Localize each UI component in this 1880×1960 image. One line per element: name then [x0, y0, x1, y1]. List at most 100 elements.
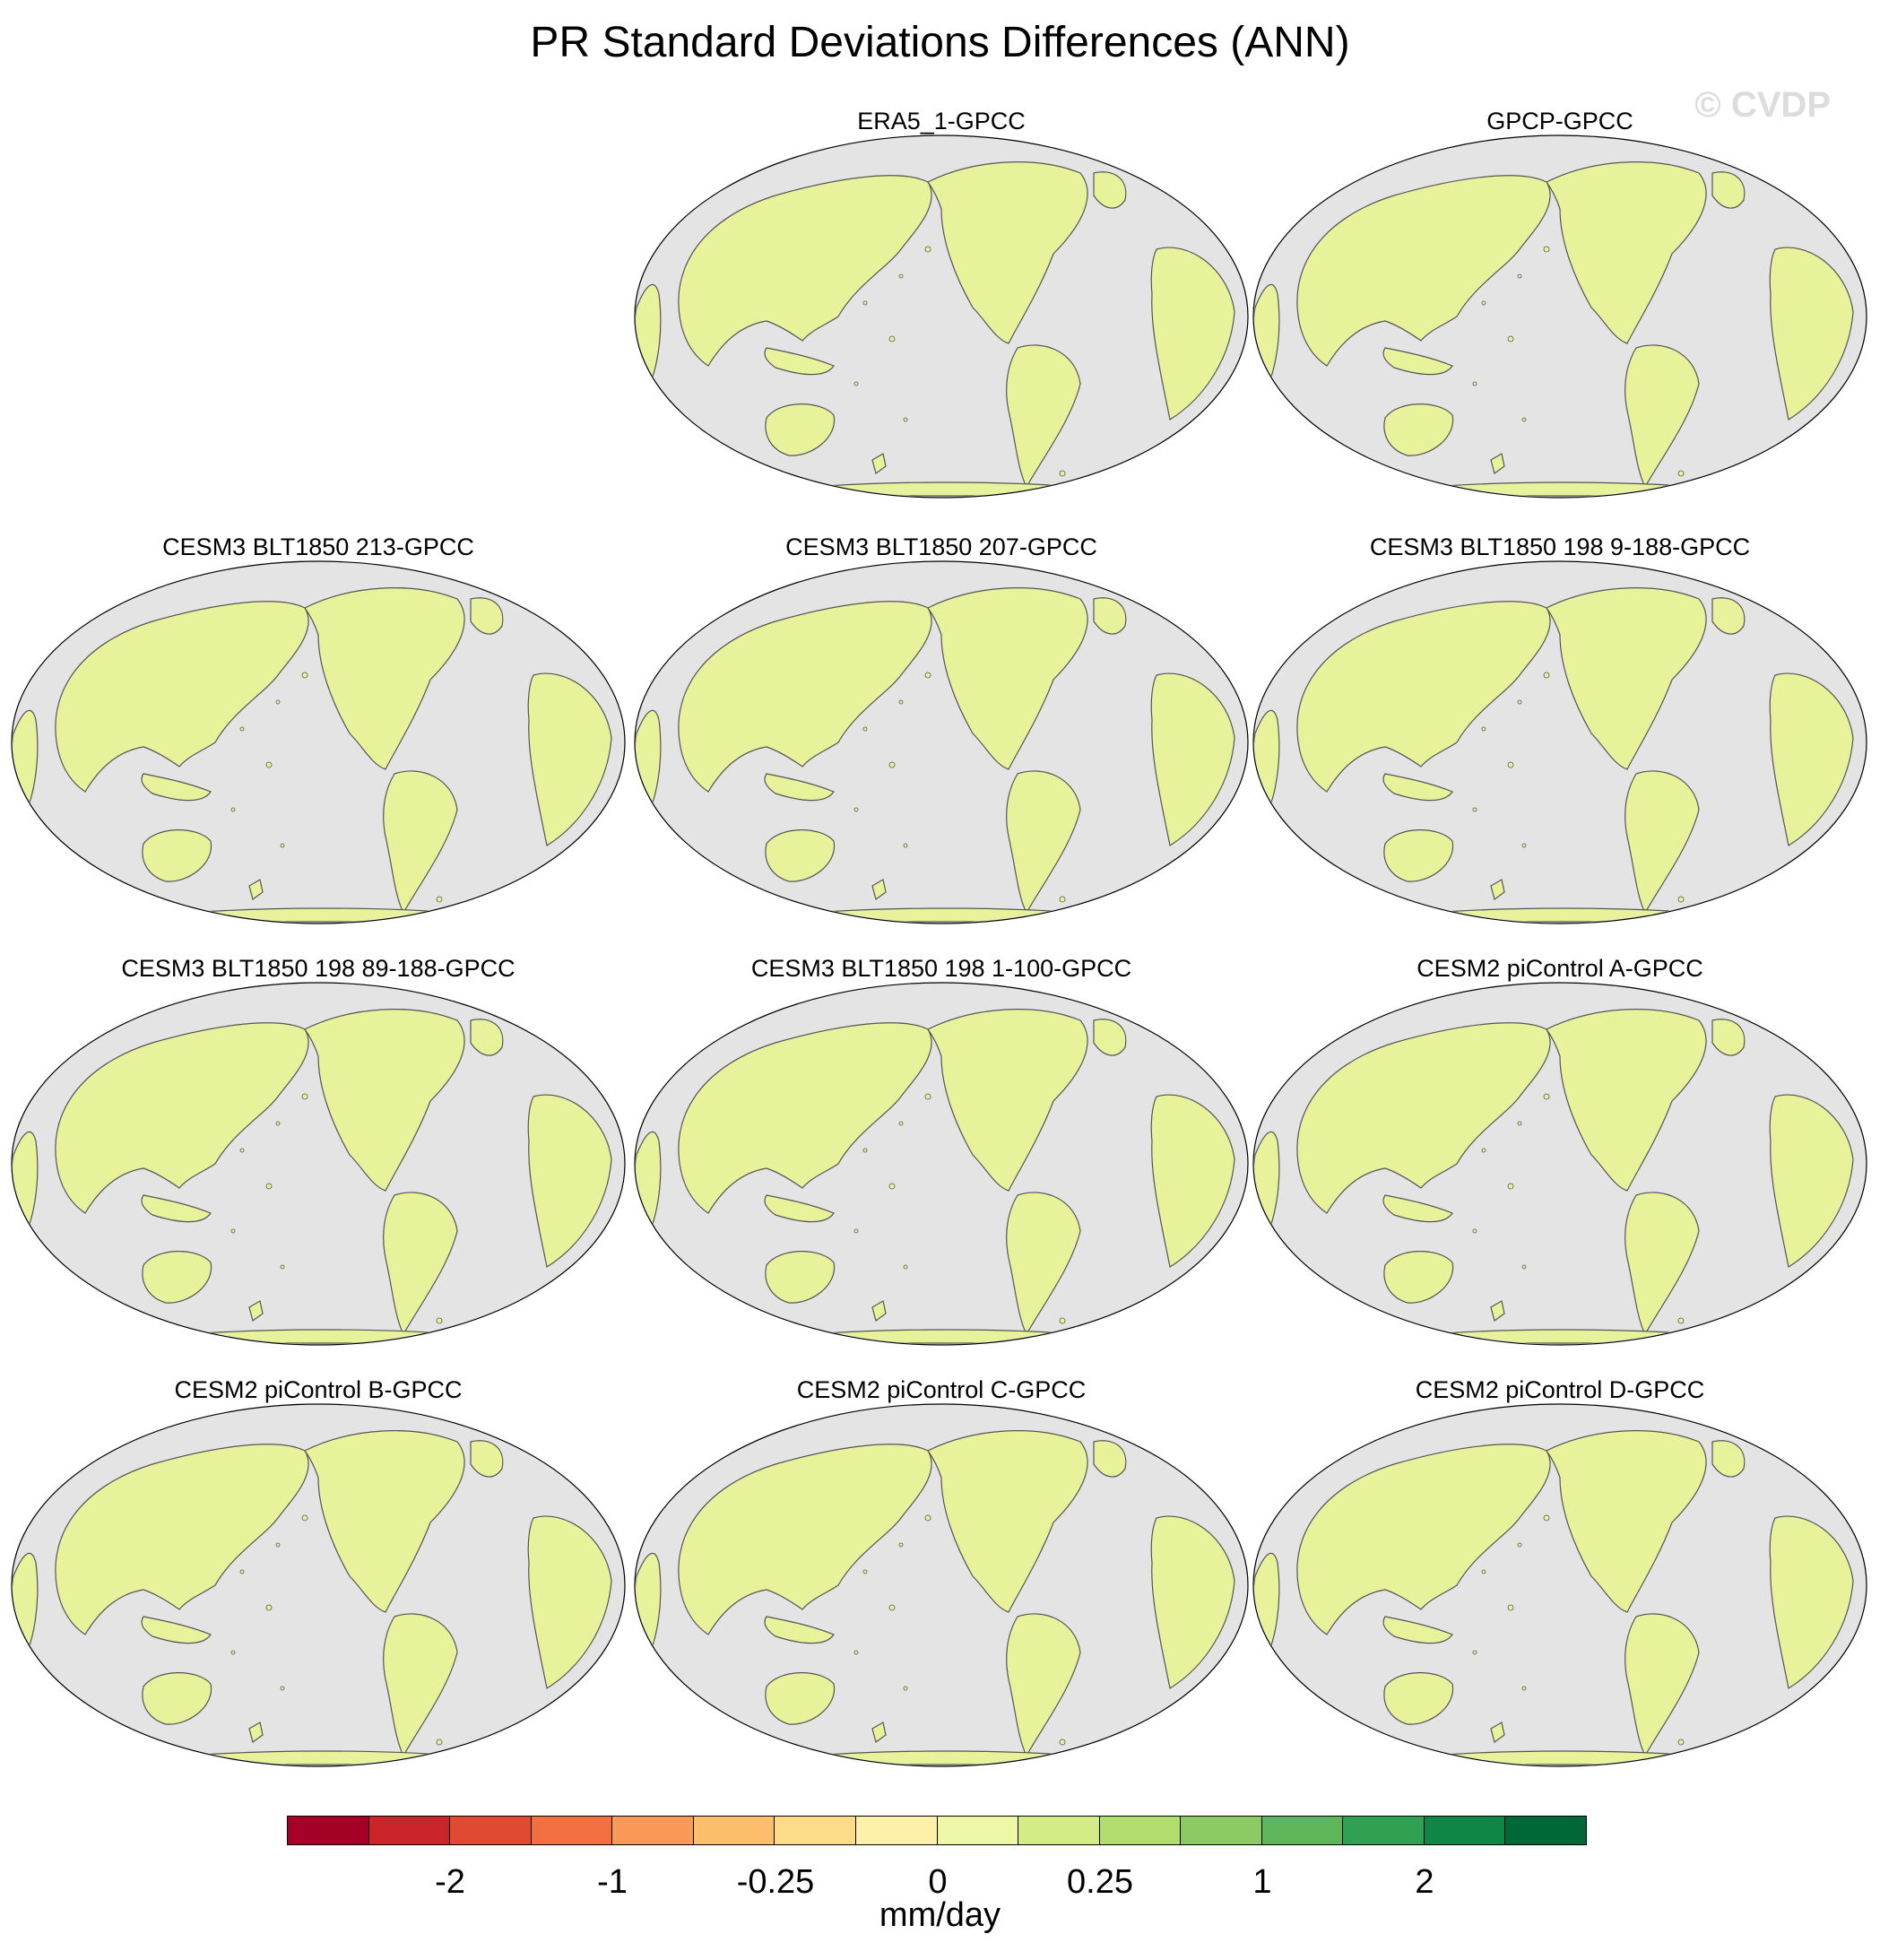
new-zealand-shape: [1490, 453, 1505, 474]
map-panel: CESM2 piControl B-GPCC: [9, 1376, 628, 1771]
colorbar-segment: [1018, 1817, 1100, 1844]
island-shape: [853, 1228, 859, 1234]
colorbar-segment: [693, 1817, 775, 1844]
world-map: [1252, 1403, 1867, 1767]
watermark: © CVDP: [1694, 85, 1831, 125]
antarctica-shape: [739, 481, 1153, 497]
southeast-asia-shape: [1382, 1194, 1453, 1223]
island-shape: [1472, 807, 1477, 812]
eurasia-shape: [1296, 1444, 1551, 1635]
southeast-asia-shape: [1382, 773, 1453, 802]
west-africa-shape: [1150, 1515, 1235, 1689]
island-shape: [898, 699, 904, 705]
island-shape: [1059, 1739, 1066, 1746]
southeast-asia-shape: [764, 347, 835, 376]
australia-shape: [1383, 1251, 1454, 1304]
island-shape: [1517, 1121, 1522, 1126]
island-shape: [265, 1604, 273, 1611]
island-shape: [436, 1739, 443, 1746]
australia-shape: [1383, 829, 1454, 882]
new-zealand-shape: [871, 1300, 887, 1322]
panel-title: CESM2 piControl C-GPCC: [796, 1376, 1087, 1403]
panel-title: CESM2 piControl A-GPCC: [1416, 955, 1703, 982]
antarctica-shape: [1357, 1750, 1772, 1765]
south-america-shape: [1006, 770, 1081, 915]
new-zealand-shape: [1490, 1300, 1505, 1322]
island-shape: [275, 699, 281, 705]
west-africa-shape: [527, 672, 612, 846]
world-map: [1252, 982, 1867, 1346]
west-africa-shape: [1769, 1515, 1854, 1689]
new-zealand-shape: [871, 1722, 887, 1743]
antarctica-shape: [1357, 907, 1772, 923]
colorbar-segment: [937, 1817, 1019, 1844]
colorbar-segment: [1261, 1817, 1344, 1844]
panel-title: CESM2 piControl B-GPCC: [174, 1376, 463, 1403]
island-shape: [280, 1264, 285, 1270]
island-shape: [1677, 896, 1685, 903]
colorbar-segment: [1181, 1817, 1262, 1844]
australia-shape: [765, 403, 836, 456]
southeast-asia-shape: [1382, 347, 1453, 376]
west-africa-shape: [527, 1515, 612, 1689]
south-america-shape: [1624, 1192, 1700, 1336]
panel-title: CESM3 BLT1850 198 9-188-GPCC: [1369, 533, 1751, 560]
australia-shape: [142, 1672, 212, 1725]
panel-title: CESM3 BLT1850 198 89-188-GPCC: [121, 955, 515, 982]
australia-shape: [142, 1251, 212, 1304]
map-panel: ERA5_1-GPCC: [632, 108, 1251, 502]
eurasia-shape: [55, 1022, 309, 1214]
island-shape: [1481, 1148, 1486, 1153]
west-africa-shape: [1150, 672, 1235, 846]
island-shape: [1521, 1686, 1527, 1691]
south-america-shape: [1624, 1613, 1700, 1757]
new-zealand-shape: [248, 1722, 264, 1743]
island-shape: [862, 300, 868, 306]
colorbar-tick-label: -0.25: [736, 1863, 815, 1901]
island-shape: [1507, 1183, 1514, 1190]
figure-title: PR Standard Deviations Differences (ANN): [530, 19, 1350, 66]
map-panel: CESM2 piControl C-GPCC: [632, 1376, 1251, 1771]
colorbar-segment: [1099, 1817, 1182, 1844]
island-shape: [1059, 896, 1066, 903]
southeast-asia-shape: [764, 1194, 835, 1223]
island-shape: [898, 1542, 904, 1548]
antarctica-shape: [116, 1329, 530, 1344]
australia-shape: [765, 829, 836, 882]
island-shape: [1481, 300, 1486, 306]
panel-title: ERA5_1-GPCC: [857, 108, 1026, 134]
eurasia-shape: [55, 601, 309, 793]
north-america-shape: [1546, 1009, 1707, 1192]
island-shape: [862, 726, 868, 732]
island-shape: [1507, 761, 1514, 768]
eurasia-shape: [678, 1022, 932, 1214]
panel-title: CESM3 BLT1850 207-GPCC: [785, 533, 1097, 560]
island-shape: [853, 381, 859, 386]
west-africa-shape: [1769, 247, 1854, 421]
north-america-shape: [927, 1009, 1088, 1192]
greenland-shape: [470, 1440, 504, 1478]
map-panel: CESM2 piControl A-GPCC: [1251, 955, 1869, 1349]
island-shape: [265, 761, 273, 768]
island-shape: [436, 1317, 443, 1324]
australia-shape: [765, 1672, 836, 1725]
north-america-shape: [927, 587, 1088, 770]
south-america-shape: [1006, 344, 1081, 489]
greenland-shape: [1093, 597, 1127, 635]
new-zealand-shape: [871, 453, 887, 474]
world-map: [11, 982, 626, 1346]
panel-title: CESM3 BLT1850 198 1-100-GPCC: [750, 955, 1132, 982]
eurasia-shape: [1296, 1022, 1551, 1214]
colorbar-segment: [1505, 1817, 1586, 1844]
colorbar-tick-label: 0: [928, 1863, 948, 1901]
island-shape: [888, 335, 896, 343]
island-shape: [239, 1569, 245, 1574]
island-shape: [1472, 1650, 1477, 1655]
map-panel: CESM3 BLT1850 198 9-188-GPCC: [1251, 533, 1869, 928]
island-shape: [853, 807, 859, 812]
greenland-shape: [1093, 1019, 1127, 1056]
southeast-asia-shape: [141, 1194, 212, 1223]
southeast-asia-shape: [764, 1616, 835, 1644]
island-shape: [1481, 726, 1486, 732]
greenland-shape: [1711, 1440, 1746, 1478]
